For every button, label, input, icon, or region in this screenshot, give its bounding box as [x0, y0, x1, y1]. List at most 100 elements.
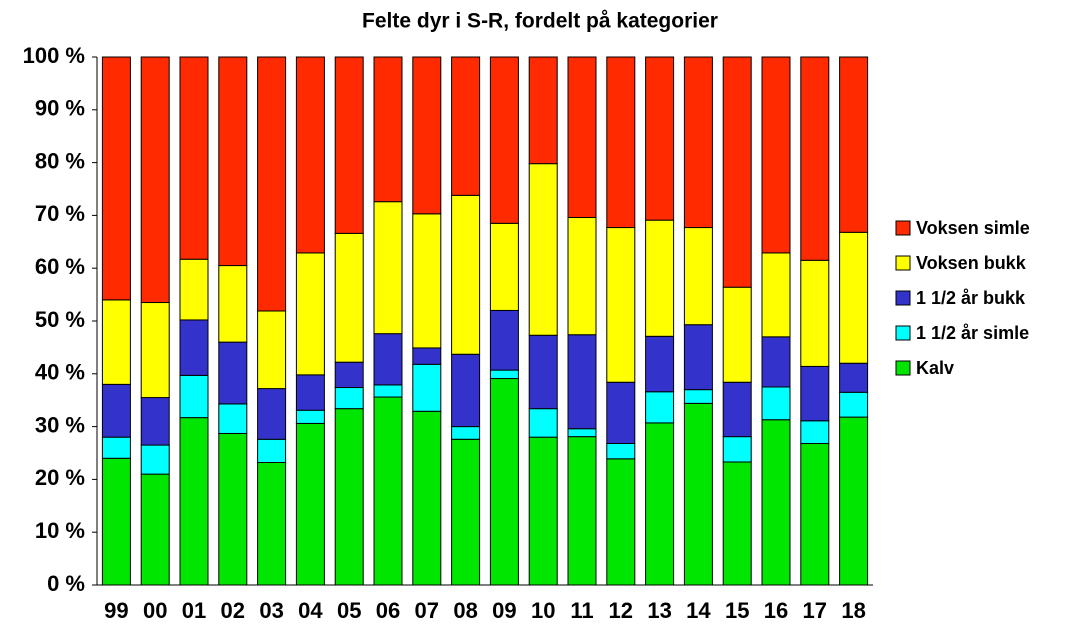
bar-segment: [839, 391, 869, 418]
bar-segment: [451, 56, 481, 196]
bar-segment: [373, 396, 403, 586]
y-tick-label: 60 %: [35, 254, 85, 279]
bar-segment: [218, 265, 248, 343]
bar-segment: [800, 420, 830, 444]
bar-segment: [567, 217, 597, 336]
bar-segment: [683, 402, 713, 586]
bar-segment: [334, 56, 364, 234]
bar-segment: [257, 438, 287, 464]
bar-segment: [101, 299, 131, 385]
legend-label: 1 1/2 år simle: [916, 323, 1029, 343]
x-tick-label: 00: [143, 598, 167, 623]
bar-segment: [257, 56, 287, 312]
bar-segment: [140, 473, 170, 586]
bar-segment: [761, 252, 791, 338]
bar-segment: [489, 222, 519, 311]
x-tick-label: 07: [415, 598, 439, 623]
x-tick-label: 05: [337, 598, 361, 623]
y-tick-label: 10 %: [35, 518, 85, 543]
bar-segment: [606, 442, 636, 460]
bar-segment: [800, 56, 830, 261]
bar-segment: [722, 461, 752, 586]
bar-segment: [761, 56, 791, 254]
x-tick-label: 14: [686, 598, 711, 623]
bar-segment: [722, 286, 752, 383]
bar-segment: [451, 438, 481, 586]
x-tick-label: 16: [764, 598, 788, 623]
bar-segment: [101, 436, 131, 459]
bar-segment: [179, 56, 209, 260]
x-tick-label: 17: [803, 598, 827, 623]
bar-segment: [334, 232, 364, 363]
y-tick-label: 70 %: [35, 201, 85, 226]
x-tick-label: 08: [453, 598, 477, 623]
y-tick-label: 100 %: [23, 43, 85, 68]
bar-segment: [218, 403, 248, 434]
bar-segment: [606, 381, 636, 444]
y-tick-label: 0 %: [47, 571, 85, 596]
bar-segment: [412, 363, 442, 412]
bar-segment: [606, 56, 636, 229]
bar-segment: [761, 419, 791, 586]
x-tick-label: 06: [376, 598, 400, 623]
bar-segment: [373, 56, 403, 203]
x-tick-label: 12: [609, 598, 633, 623]
bar-segment: [257, 462, 287, 586]
bar-segment: [645, 422, 675, 586]
bar-segment: [101, 56, 131, 301]
bar-segment: [295, 56, 325, 254]
bar-segment: [606, 227, 636, 383]
x-tick-label: 09: [492, 598, 516, 623]
bar-segment: [295, 252, 325, 376]
bar-segment: [412, 347, 442, 365]
x-tick-label: 02: [221, 598, 245, 623]
legend-label: 1 1/2 år bukk: [916, 288, 1026, 308]
bar-segment: [722, 56, 752, 288]
bar-segment: [489, 369, 519, 380]
x-tick-label: 03: [259, 598, 283, 623]
legend-swatch: [895, 325, 911, 341]
bar-segment: [179, 417, 209, 586]
bar-segment: [334, 361, 364, 389]
bar-segment: [683, 56, 713, 229]
bar-segment: [683, 324, 713, 391]
y-tick-label: 90 %: [35, 96, 85, 121]
bar-segment: [761, 386, 791, 421]
bar-segment: [839, 362, 869, 393]
bar-segment: [528, 436, 558, 586]
y-tick-label: 80 %: [35, 148, 85, 173]
bar-segment: [101, 383, 131, 438]
x-tick-label: 13: [647, 598, 671, 623]
legend-swatch: [895, 255, 911, 271]
bar-segment: [839, 231, 869, 364]
bar-segment: [257, 310, 287, 390]
bar-segment: [179, 319, 209, 376]
x-tick-label: 11: [570, 598, 593, 623]
bar-segment: [567, 334, 597, 430]
bar-segment: [606, 458, 636, 586]
bar-segment: [295, 409, 325, 424]
bar-segment: [645, 56, 675, 221]
bar-segment: [140, 397, 170, 446]
bar-segment: [839, 56, 869, 233]
bar-segment: [257, 388, 287, 440]
legend-swatch: [895, 220, 911, 236]
legend-label: Voksen simle: [916, 218, 1030, 238]
bar-segment: [839, 416, 869, 586]
bar-segment: [645, 391, 675, 424]
bar-segment: [528, 56, 558, 165]
bar-segment: [179, 258, 209, 321]
bar-segment: [683, 389, 713, 404]
bar-segment: [800, 259, 830, 367]
x-tick-label: 99: [104, 598, 128, 623]
bar-segment: [800, 365, 830, 422]
x-tick-label: 15: [725, 598, 749, 623]
bar-segment: [645, 335, 675, 393]
bar-segment: [451, 353, 481, 428]
legend-label: Voksen bukk: [916, 253, 1027, 273]
legend-label: Kalv: [916, 358, 954, 378]
bar-segment: [295, 374, 325, 411]
chart-title: Felte dyr i S-R, fordelt på kategorier: [362, 10, 718, 33]
bar-segment: [489, 309, 519, 371]
